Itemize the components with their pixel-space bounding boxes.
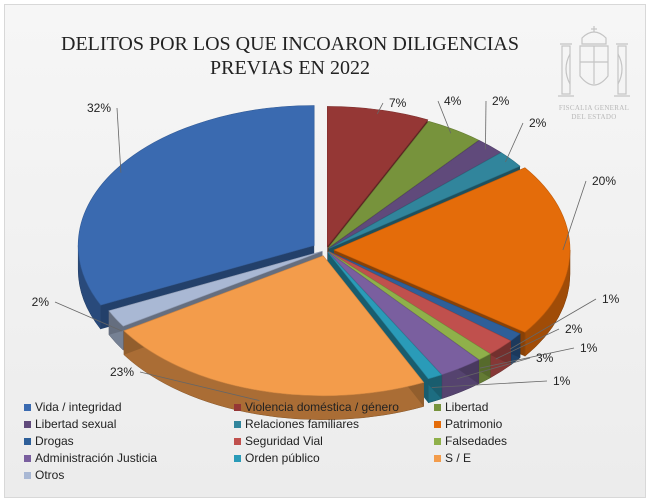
- legend-label: Patrimonio: [445, 417, 503, 431]
- leader-line-relaciones-familiares: [505, 122, 524, 163]
- data-label-libertad: 4%: [444, 94, 462, 108]
- legend-item: S / E: [434, 451, 634, 466]
- pie-slice-s-e: [123, 255, 425, 421]
- leader-line-violencia-dom-stica-g-nero: [376, 102, 384, 115]
- legend-swatch: [434, 455, 441, 462]
- data-label-relaciones-familiares: 2%: [529, 116, 547, 130]
- data-label-falsedades: 1%: [580, 341, 598, 355]
- legend-label: Administración Justicia: [35, 451, 158, 465]
- data-label-seguridad-vial: 2%: [565, 322, 583, 336]
- seal-caption: FISCALIA GENERAL DEL ESTADO: [548, 104, 640, 122]
- leader-line-vida-integridad: [116, 107, 122, 173]
- data-label-otros: 2%: [32, 295, 50, 309]
- data-label-violencia-dom-stica-g-nero: 7%: [389, 96, 407, 110]
- data-label-patrimonio: 20%: [592, 174, 616, 188]
- leader-line-libertad-sexual: [485, 100, 487, 150]
- data-label-drogas: 1%: [602, 292, 620, 306]
- leader-line-administraci-n-justicia: [456, 357, 531, 380]
- legend-item: Libertad: [434, 400, 634, 415]
- legend-label: S / E: [445, 451, 472, 465]
- legend-label: Orden público: [245, 451, 320, 465]
- legend-label: Libertad sexual: [35, 417, 117, 431]
- legend-swatch: [24, 455, 31, 462]
- legend-item: Administración Justicia: [24, 451, 234, 466]
- legend-label: Libertad: [445, 400, 489, 414]
- data-label-libertad-sexual: 2%: [492, 94, 510, 108]
- pie-slices: [77, 105, 571, 421]
- legend-item: Libertad sexual: [24, 417, 234, 432]
- data-label-orden-p-blico: 1%: [553, 374, 571, 388]
- legend-swatch: [234, 404, 241, 411]
- legend-swatch: [234, 455, 241, 462]
- leader-line-otros: [54, 301, 123, 332]
- leader-line-libertad: [437, 100, 452, 134]
- data-label-s-e: 23%: [110, 365, 134, 379]
- legend-item: Relaciones familiares: [234, 417, 434, 432]
- legend-item: Orden público: [234, 451, 434, 466]
- legend-label: Otros: [35, 468, 65, 482]
- legend-label: Relaciones familiares: [245, 417, 360, 431]
- legend-swatch: [434, 404, 441, 411]
- leader-line-orden-p-blico: [431, 380, 548, 388]
- legend-label: Drogas: [35, 434, 74, 448]
- seal-caption-line-1: FISCALIA GENERAL: [558, 104, 630, 112]
- legend-item: Seguridad Vial: [234, 434, 434, 449]
- legend-swatch: [234, 421, 241, 428]
- legend-item: Patrimonio: [434, 417, 634, 432]
- legend-swatch: [24, 404, 31, 411]
- legend-label: Falsedades: [445, 434, 508, 448]
- data-label-administraci-n-justicia: 3%: [536, 351, 554, 365]
- chart-title-line-1: DELITOS POR LOS QUE INCOARON DILIGENCIAS: [61, 33, 519, 55]
- leader-line-patrimonio: [562, 180, 587, 251]
- legend-item: Otros: [24, 468, 234, 483]
- chart-legend: Vida / integridad Violencia doméstica / g…: [24, 400, 644, 483]
- legend-swatch: [24, 421, 31, 428]
- seal-caption-line-2: DEL ESTADO: [571, 113, 617, 121]
- leader-line-drogas: [509, 298, 597, 350]
- chart-title: DELITOS POR LOS QUE INCOARON DILIGENCIAS…: [60, 32, 520, 80]
- legend-label: Violencia doméstica / género: [245, 400, 399, 414]
- leader-line-seguridad-vial: [495, 328, 560, 360]
- legend-item: Drogas: [24, 434, 234, 449]
- legend-swatch: [434, 438, 441, 445]
- chart-title-line-2: PREVIAS EN 2022: [209, 57, 370, 79]
- leader-line-s-e: [139, 371, 260, 401]
- legend-label: Seguridad Vial: [245, 434, 323, 448]
- legend-item: Violencia doméstica / género: [234, 400, 434, 415]
- legend-item: Vida / integridad: [24, 400, 234, 415]
- coat-of-arms-seal: [558, 26, 630, 97]
- legend-swatch: [24, 438, 31, 445]
- legend-item: Falsedades: [434, 434, 634, 449]
- pie-labels: 7% 4% 2% 2% 20% 1% 2% 1% 3% 1% 23% 2% 32%: [32, 94, 620, 401]
- legend-label: Vida / integridad: [35, 400, 122, 414]
- legend-swatch: [234, 438, 241, 445]
- legend-swatch: [434, 421, 441, 428]
- data-label-vida-integridad: 32%: [87, 101, 111, 115]
- legend-swatch: [24, 472, 31, 479]
- leader-line-falsedades: [479, 347, 575, 369]
